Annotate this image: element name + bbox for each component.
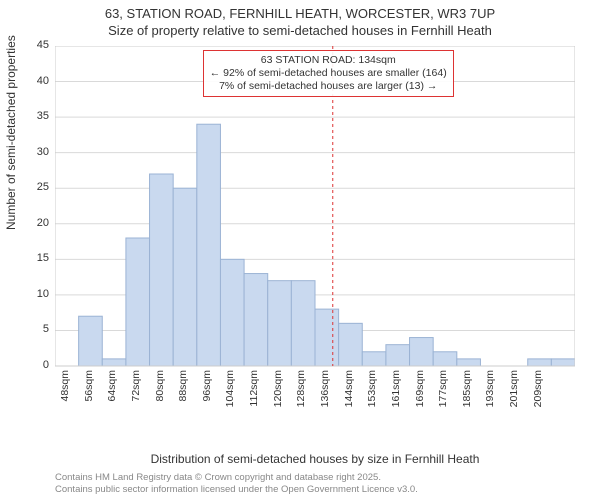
plot-area: 05101520253035404548sqm56sqm64sqm72sqm80… (55, 46, 575, 416)
x-tick: 56sqm (83, 370, 95, 420)
y-tick: 20 (25, 217, 49, 229)
plot-svg (55, 46, 575, 416)
x-tick: 128sqm (295, 370, 307, 420)
footnote: Contains HM Land Registry data © Crown c… (55, 472, 575, 496)
footnote-line1: Contains HM Land Registry data © Crown c… (55, 472, 575, 484)
chart-title: 63, STATION ROAD, FERNHILL HEATH, WORCES… (0, 0, 600, 40)
y-tick: 25 (25, 181, 49, 193)
x-tick: 48sqm (59, 370, 71, 420)
x-tick: 104sqm (224, 370, 236, 420)
title-line1: 63, STATION ROAD, FERNHILL HEATH, WORCES… (0, 6, 600, 23)
x-tick: 144sqm (343, 370, 355, 420)
x-tick: 120sqm (272, 370, 284, 420)
y-tick: 10 (25, 288, 49, 300)
x-tick: 201sqm (508, 370, 520, 420)
y-tick: 15 (25, 252, 49, 264)
x-tick: 209sqm (532, 370, 544, 420)
x-tick: 185sqm (461, 370, 473, 420)
y-tick: 35 (25, 110, 49, 122)
histogram-chart: 63, STATION ROAD, FERNHILL HEATH, WORCES… (0, 0, 600, 500)
x-tick: 136sqm (319, 370, 331, 420)
y-tick: 30 (25, 146, 49, 158)
y-tick: 45 (25, 39, 49, 51)
x-axis-label: Distribution of semi-detached houses by … (55, 452, 575, 466)
x-tick: 177sqm (437, 370, 449, 420)
x-tick: 64sqm (106, 370, 118, 420)
annotation-line2: ← 92% of semi-detached houses are smalle… (210, 67, 447, 80)
annotation-line3: 7% of semi-detached houses are larger (1… (210, 80, 447, 93)
y-tick: 0 (25, 359, 49, 371)
x-tick: 169sqm (414, 370, 426, 420)
x-tick: 193sqm (484, 370, 496, 420)
x-tick: 161sqm (390, 370, 402, 420)
x-tick: 112sqm (248, 370, 260, 420)
x-tick: 72sqm (130, 370, 142, 420)
y-tick: 40 (25, 75, 49, 87)
title-line2: Size of property relative to semi-detach… (0, 23, 600, 40)
annotation-line1: 63 STATION ROAD: 134sqm (210, 54, 447, 67)
x-tick: 80sqm (154, 370, 166, 420)
annotation-box: 63 STATION ROAD: 134sqm← 92% of semi-det… (203, 50, 454, 97)
footnote-line2: Contains public sector information licen… (55, 484, 575, 496)
x-tick: 88sqm (177, 370, 189, 420)
x-tick: 96sqm (201, 370, 213, 420)
x-tick: 153sqm (366, 370, 378, 420)
y-axis-label: Number of semi-detached properties (4, 35, 18, 230)
y-tick: 5 (25, 323, 49, 335)
